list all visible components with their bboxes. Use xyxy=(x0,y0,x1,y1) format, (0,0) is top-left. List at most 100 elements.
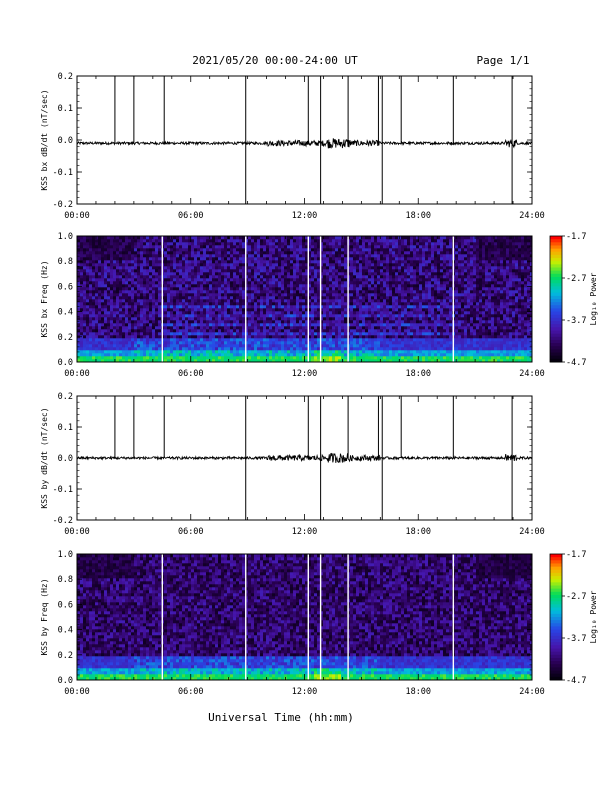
spectrogram-cell xyxy=(368,272,372,276)
spectrogram-cell xyxy=(227,356,231,360)
spectrogram-cell xyxy=(251,263,255,267)
spectrogram-cell xyxy=(416,287,420,291)
spectrogram-cell xyxy=(128,272,132,276)
spectrogram-cell xyxy=(371,329,375,333)
spectrogram-cell xyxy=(137,239,141,243)
spectrogram-cell xyxy=(356,242,360,246)
spectrogram-cell xyxy=(383,251,387,255)
spectrogram-cell xyxy=(251,278,255,282)
spectrogram-cell xyxy=(98,323,102,327)
spectrogram-cell xyxy=(110,356,114,360)
spectrogram-cell xyxy=(365,332,369,336)
spectrogram-cell xyxy=(122,341,126,345)
spectrogram-cell xyxy=(155,284,159,288)
spectrogram-cell xyxy=(257,305,261,309)
spectrogram-cell xyxy=(386,251,390,255)
spectrogram-cell xyxy=(353,275,357,279)
spectrogram-cell xyxy=(209,326,213,330)
spectrogram-cell xyxy=(341,245,345,249)
spectrogram-cell xyxy=(329,239,333,243)
spectrogram-cell xyxy=(338,329,342,333)
spectrogram-cell xyxy=(260,350,264,354)
spectrogram-cell xyxy=(365,323,369,327)
spectrogram-cell xyxy=(95,323,99,327)
spectrogram-cell xyxy=(164,296,168,300)
spectrogram-cell xyxy=(110,239,114,243)
spectrogram-cell xyxy=(386,290,390,294)
spectrogram-cell xyxy=(353,290,357,294)
spectrogram-cell xyxy=(134,275,138,279)
spectrogram-cell xyxy=(236,296,240,300)
spectrogram-cell xyxy=(98,275,102,279)
spectrogram-cell xyxy=(116,359,120,363)
spectrogram-cell xyxy=(92,302,96,306)
spectrogram-cell xyxy=(212,335,216,339)
spectrogram-cell xyxy=(131,254,135,258)
spectrogram-cell xyxy=(320,320,324,324)
spectrogram-cell xyxy=(341,323,345,327)
spectrogram-cell xyxy=(299,254,303,258)
spectrogram-cell xyxy=(263,251,267,255)
spectrogram-cell xyxy=(383,299,387,303)
spectrogram-cell xyxy=(203,275,207,279)
spectrogram-cell xyxy=(305,347,309,351)
spectrogram-cell xyxy=(377,263,381,267)
spectrogram-cell xyxy=(299,326,303,330)
spectrogram-cell xyxy=(269,254,273,258)
spectrogram-cell xyxy=(329,359,333,363)
spectrogram-cell xyxy=(113,263,117,267)
spectrogram-cell xyxy=(104,314,108,318)
spectrogram-cell xyxy=(221,281,225,285)
spectrogram-cell xyxy=(134,344,138,348)
spectrogram-cell xyxy=(203,302,207,306)
spectrogram-cell xyxy=(308,353,312,357)
spectrogram-cell xyxy=(422,275,426,279)
spectrogram-cell xyxy=(326,305,330,309)
spectrogram-cell xyxy=(164,248,168,252)
spectrogram-cell xyxy=(263,263,267,267)
spectrogram-cell xyxy=(257,356,261,360)
spectrogram-cell xyxy=(389,275,393,279)
spectrogram-cell xyxy=(158,251,162,255)
spectrogram-cell xyxy=(281,323,285,327)
spectrogram-cell xyxy=(311,326,315,330)
spectrogram-cell xyxy=(83,308,87,312)
spectrogram-cell xyxy=(167,350,171,354)
spectrogram-cell xyxy=(377,242,381,246)
spectrogram-cell xyxy=(173,284,177,288)
spectrogram-cell xyxy=(344,332,348,336)
spectrogram-cell xyxy=(86,272,90,276)
spectrogram-cell xyxy=(344,275,348,279)
spectrogram-cell xyxy=(404,275,408,279)
spectrogram-cell xyxy=(179,284,183,288)
spectrogram-cell xyxy=(92,341,96,345)
spectrogram-cell xyxy=(356,332,360,336)
spectrogram-cell xyxy=(308,335,312,339)
spectrogram-cell xyxy=(392,350,396,354)
spectrogram-cell xyxy=(395,317,399,321)
spectrogram-cell xyxy=(413,329,417,333)
spectrogram-cell xyxy=(176,281,180,285)
spectrogram-cell xyxy=(248,254,252,258)
spectrogram-cell xyxy=(422,353,426,357)
spectrogram-cell xyxy=(365,338,369,342)
spectrogram-cell xyxy=(248,236,252,240)
spectrogram-cell xyxy=(359,260,363,264)
spectrogram-cell xyxy=(287,245,291,249)
spectrogram-cell xyxy=(209,335,213,339)
spectrogram-cell xyxy=(116,344,120,348)
spectrogram-cell xyxy=(224,260,228,264)
spectrogram-cell xyxy=(371,254,375,258)
spectrogram-cell xyxy=(407,317,411,321)
spectrogram-cell xyxy=(257,263,261,267)
spectrogram-cell xyxy=(194,299,198,303)
spectrogram-cell xyxy=(170,239,174,243)
spectrogram-cell xyxy=(230,275,234,279)
spectrogram-cell xyxy=(413,260,417,264)
spectrogram-cell xyxy=(233,317,237,321)
spectrogram-cell xyxy=(311,263,315,267)
spectrogram-cell xyxy=(245,332,249,336)
spectrogram-cell xyxy=(422,359,426,363)
spectrogram-cell xyxy=(353,329,357,333)
spectrogram-cell xyxy=(167,311,171,315)
